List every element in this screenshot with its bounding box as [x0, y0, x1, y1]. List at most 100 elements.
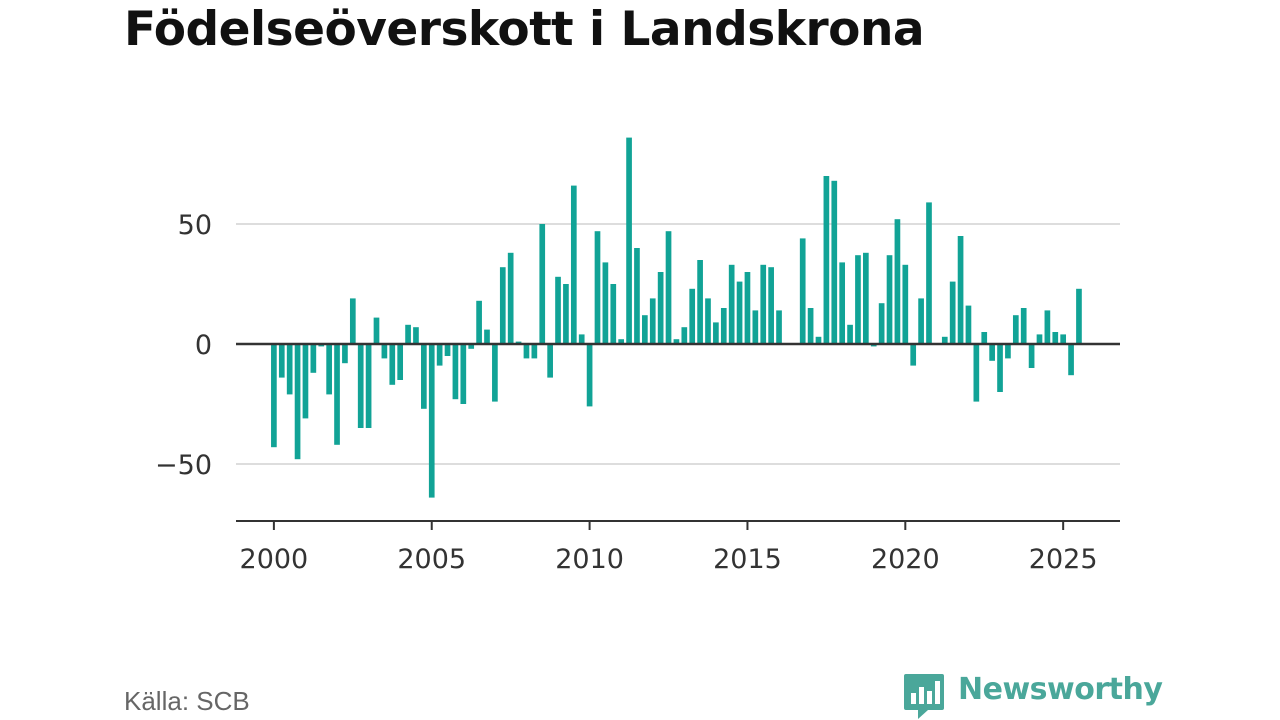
bar	[1076, 288, 1082, 344]
bar	[855, 255, 861, 344]
bar	[555, 276, 561, 344]
bar	[768, 267, 774, 344]
bar	[563, 284, 569, 344]
bar	[831, 180, 838, 344]
bar	[642, 315, 648, 344]
bar	[713, 322, 719, 344]
bar	[570, 185, 577, 344]
bar	[594, 231, 601, 344]
bar	[492, 344, 498, 402]
bar	[839, 262, 846, 344]
bar	[271, 344, 277, 448]
x-tick-label: 2015	[713, 544, 782, 575]
bar	[736, 281, 743, 344]
bar	[815, 336, 822, 344]
y-tick-label: −50	[155, 450, 212, 481]
bar	[863, 252, 869, 344]
bar	[760, 264, 767, 344]
bar	[918, 298, 924, 344]
newsworthy-logo-text: Newsworthy	[958, 672, 1163, 707]
bar	[428, 344, 435, 498]
bar	[649, 298, 656, 344]
bar	[365, 344, 372, 428]
bar	[389, 344, 396, 385]
bar	[1060, 334, 1067, 344]
bar	[681, 327, 688, 344]
bar	[326, 344, 332, 395]
bar	[989, 344, 995, 361]
chart-title: Födelseöverskott i Landskrona	[124, 2, 925, 57]
bar	[484, 329, 490, 344]
bar	[776, 310, 782, 344]
bar	[373, 317, 380, 344]
bar	[547, 344, 553, 378]
bar	[744, 272, 751, 344]
bar	[1020, 308, 1027, 344]
bar	[697, 260, 703, 344]
grid-lines	[236, 223, 1120, 465]
bar	[941, 336, 948, 344]
bar	[278, 344, 285, 378]
bar	[894, 219, 901, 344]
bar	[878, 303, 885, 344]
bar	[586, 344, 593, 407]
bar	[926, 202, 932, 344]
bar	[910, 344, 917, 366]
bar	[405, 324, 411, 344]
bar	[673, 339, 680, 344]
bar	[807, 308, 814, 344]
bar	[965, 305, 972, 344]
bars	[271, 137, 1082, 498]
bar	[523, 344, 530, 359]
x-tick-label: 2025	[1029, 544, 1098, 575]
bar	[302, 344, 309, 419]
bar	[444, 344, 451, 356]
bar	[334, 344, 340, 445]
x-tick-label: 2005	[397, 544, 466, 575]
bar	[657, 272, 664, 344]
bar	[499, 267, 506, 344]
bar	[1068, 344, 1074, 376]
bar	[949, 281, 956, 344]
bar	[610, 284, 617, 344]
bar	[294, 344, 301, 460]
bar	[413, 327, 419, 344]
bar	[1044, 310, 1051, 344]
x-tick-label: 2010	[555, 544, 624, 575]
x-tick-label: 2000	[240, 544, 309, 575]
bar	[665, 231, 672, 344]
bar	[531, 344, 538, 359]
bar	[342, 344, 348, 364]
bar	[397, 344, 404, 380]
source-note: Källa: SCB	[124, 686, 250, 716]
bar	[1012, 315, 1019, 344]
bar	[705, 298, 711, 344]
bar	[357, 344, 364, 428]
bar	[728, 264, 735, 344]
bar	[957, 236, 964, 344]
bar	[452, 344, 459, 400]
newsworthy-logo: Newsworthy	[902, 670, 1163, 720]
bar	[602, 262, 609, 344]
bar	[886, 255, 893, 344]
bar	[973, 344, 980, 402]
bar	[847, 324, 853, 344]
bar	[902, 264, 909, 344]
bar	[618, 339, 625, 344]
bar	[421, 344, 427, 409]
bar	[634, 248, 640, 344]
bar	[436, 344, 443, 366]
bar	[507, 252, 514, 344]
bar	[476, 300, 482, 344]
bar	[997, 344, 1003, 392]
bar	[689, 288, 696, 344]
bar	[539, 224, 546, 344]
bar	[286, 344, 293, 395]
y-axis-labels: 50 0 −50	[155, 210, 212, 481]
bar	[1005, 344, 1011, 359]
y-tick-label: 50	[178, 210, 212, 241]
bar	[752, 310, 759, 344]
bar	[1028, 344, 1035, 368]
bar	[626, 137, 632, 344]
y-tick-label: 0	[195, 330, 212, 361]
